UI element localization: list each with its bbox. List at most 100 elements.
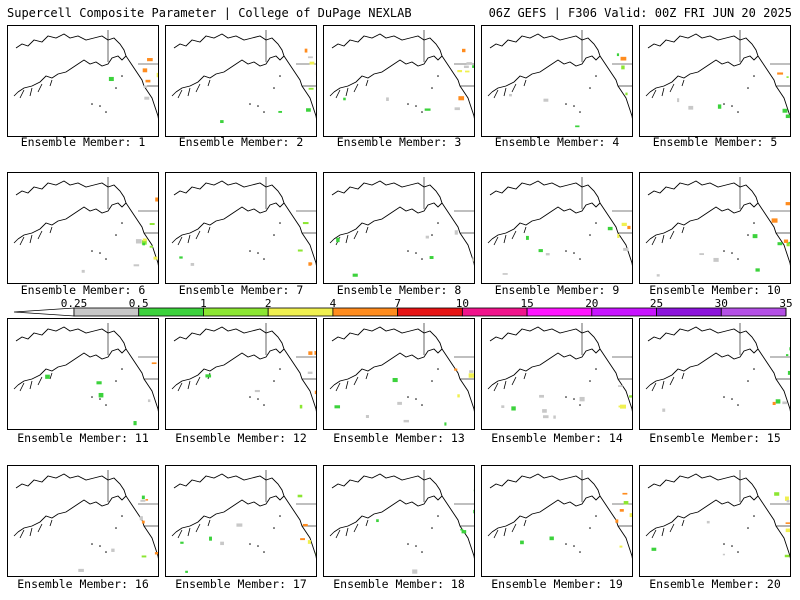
coastline-west	[283, 495, 316, 559]
colorbar-tick-label: 30	[714, 297, 728, 310]
scp-field-patch	[607, 226, 613, 231]
island	[249, 103, 251, 105]
basemap	[645, 177, 790, 277]
scp-field-patch	[619, 509, 624, 512]
island	[257, 545, 259, 547]
scp-field-patch	[343, 97, 346, 101]
scp-field-patch	[785, 522, 790, 524]
chart-title: Supercell Composite Parameter | College …	[7, 6, 412, 20]
scp-field-patch	[777, 242, 783, 246]
scp-field-patch	[145, 79, 151, 83]
island	[753, 515, 755, 517]
scp-field-patch	[457, 394, 460, 398]
scp-field-patch	[699, 253, 704, 256]
scp-field-patch	[454, 230, 458, 235]
scp-field-patch	[155, 197, 158, 202]
island	[753, 222, 755, 224]
island	[747, 234, 749, 236]
island	[573, 545, 575, 547]
island	[589, 527, 591, 529]
island	[257, 398, 259, 400]
colorbar-segment	[461, 307, 528, 317]
island	[595, 75, 597, 77]
island	[91, 250, 93, 252]
coastline-alaska	[647, 33, 759, 93]
island	[573, 398, 575, 400]
island	[437, 515, 439, 517]
scp-field-patch	[469, 370, 474, 373]
coastline-alaska	[15, 33, 127, 93]
coastline-west	[283, 55, 316, 119]
colorbar-tick-label: 10	[455, 297, 469, 310]
island	[257, 105, 259, 107]
border-canada	[739, 323, 790, 358]
basemap	[487, 470, 632, 559]
scp-field-patch	[706, 520, 710, 524]
basemap	[329, 30, 474, 119]
scp-field-patch	[787, 370, 790, 375]
scp-field-patch	[425, 235, 429, 239]
border-canada	[265, 323, 316, 358]
colorbar-segment	[267, 307, 334, 317]
island	[579, 551, 581, 553]
island	[105, 404, 107, 406]
border-canada	[423, 323, 474, 358]
ensemble-member-map	[639, 172, 791, 284]
basemap	[13, 470, 158, 572]
island	[99, 252, 101, 254]
scp-field-patch	[142, 238, 147, 242]
coastline-alaska	[489, 326, 601, 386]
island	[747, 527, 749, 529]
scp-field-patch	[629, 513, 632, 518]
scp-field-patch	[579, 396, 585, 402]
scp-field-patch	[618, 385, 623, 387]
island	[565, 250, 567, 252]
coastline-alaska	[647, 180, 759, 240]
aleutian-islands	[645, 519, 685, 539]
island	[731, 105, 733, 107]
scp-field-patch	[142, 242, 146, 246]
scp-field-patch	[315, 72, 316, 76]
scp-field-patch	[412, 569, 418, 574]
coastline-alaska	[331, 473, 443, 533]
scp-field-patch	[185, 570, 188, 573]
scp-field-patch	[786, 76, 789, 78]
scp-field-patch	[140, 499, 146, 502]
island	[407, 103, 409, 105]
island	[737, 551, 739, 553]
scp-field-patch	[376, 519, 379, 523]
island	[415, 105, 417, 107]
island	[105, 551, 107, 553]
scp-field-patch	[785, 202, 790, 206]
scp-field-patch	[784, 554, 790, 558]
scp-field-patch	[785, 528, 790, 533]
scp-field-patch	[220, 541, 224, 546]
island	[407, 396, 409, 398]
aleutian-islands	[171, 79, 211, 99]
scp-field-patch	[462, 48, 466, 53]
island	[257, 252, 259, 254]
scp-field-patch	[133, 421, 137, 426]
basemap	[171, 30, 316, 124]
member-label: Ensemble Member: 1	[20, 135, 146, 149]
border-canada	[423, 470, 474, 505]
scp-field-patch	[549, 536, 554, 541]
scp-field-patch	[315, 70, 316, 74]
island	[99, 398, 101, 400]
island	[723, 250, 725, 252]
colorbar-tick-label: 1	[200, 297, 207, 310]
scp-field-patch	[307, 371, 313, 374]
coastline-west	[441, 348, 474, 412]
aleutian-islands	[171, 519, 211, 539]
scp-field-patch	[429, 256, 434, 259]
coastline-west	[599, 348, 632, 412]
scp-field-patch	[473, 509, 474, 514]
island	[753, 75, 755, 77]
border-canada	[739, 470, 790, 505]
scp-field-patch	[786, 242, 790, 247]
island	[421, 111, 423, 113]
ensemble-member-map	[481, 318, 633, 430]
scp-field-patch	[542, 409, 547, 413]
colorbar-segment	[526, 307, 593, 317]
